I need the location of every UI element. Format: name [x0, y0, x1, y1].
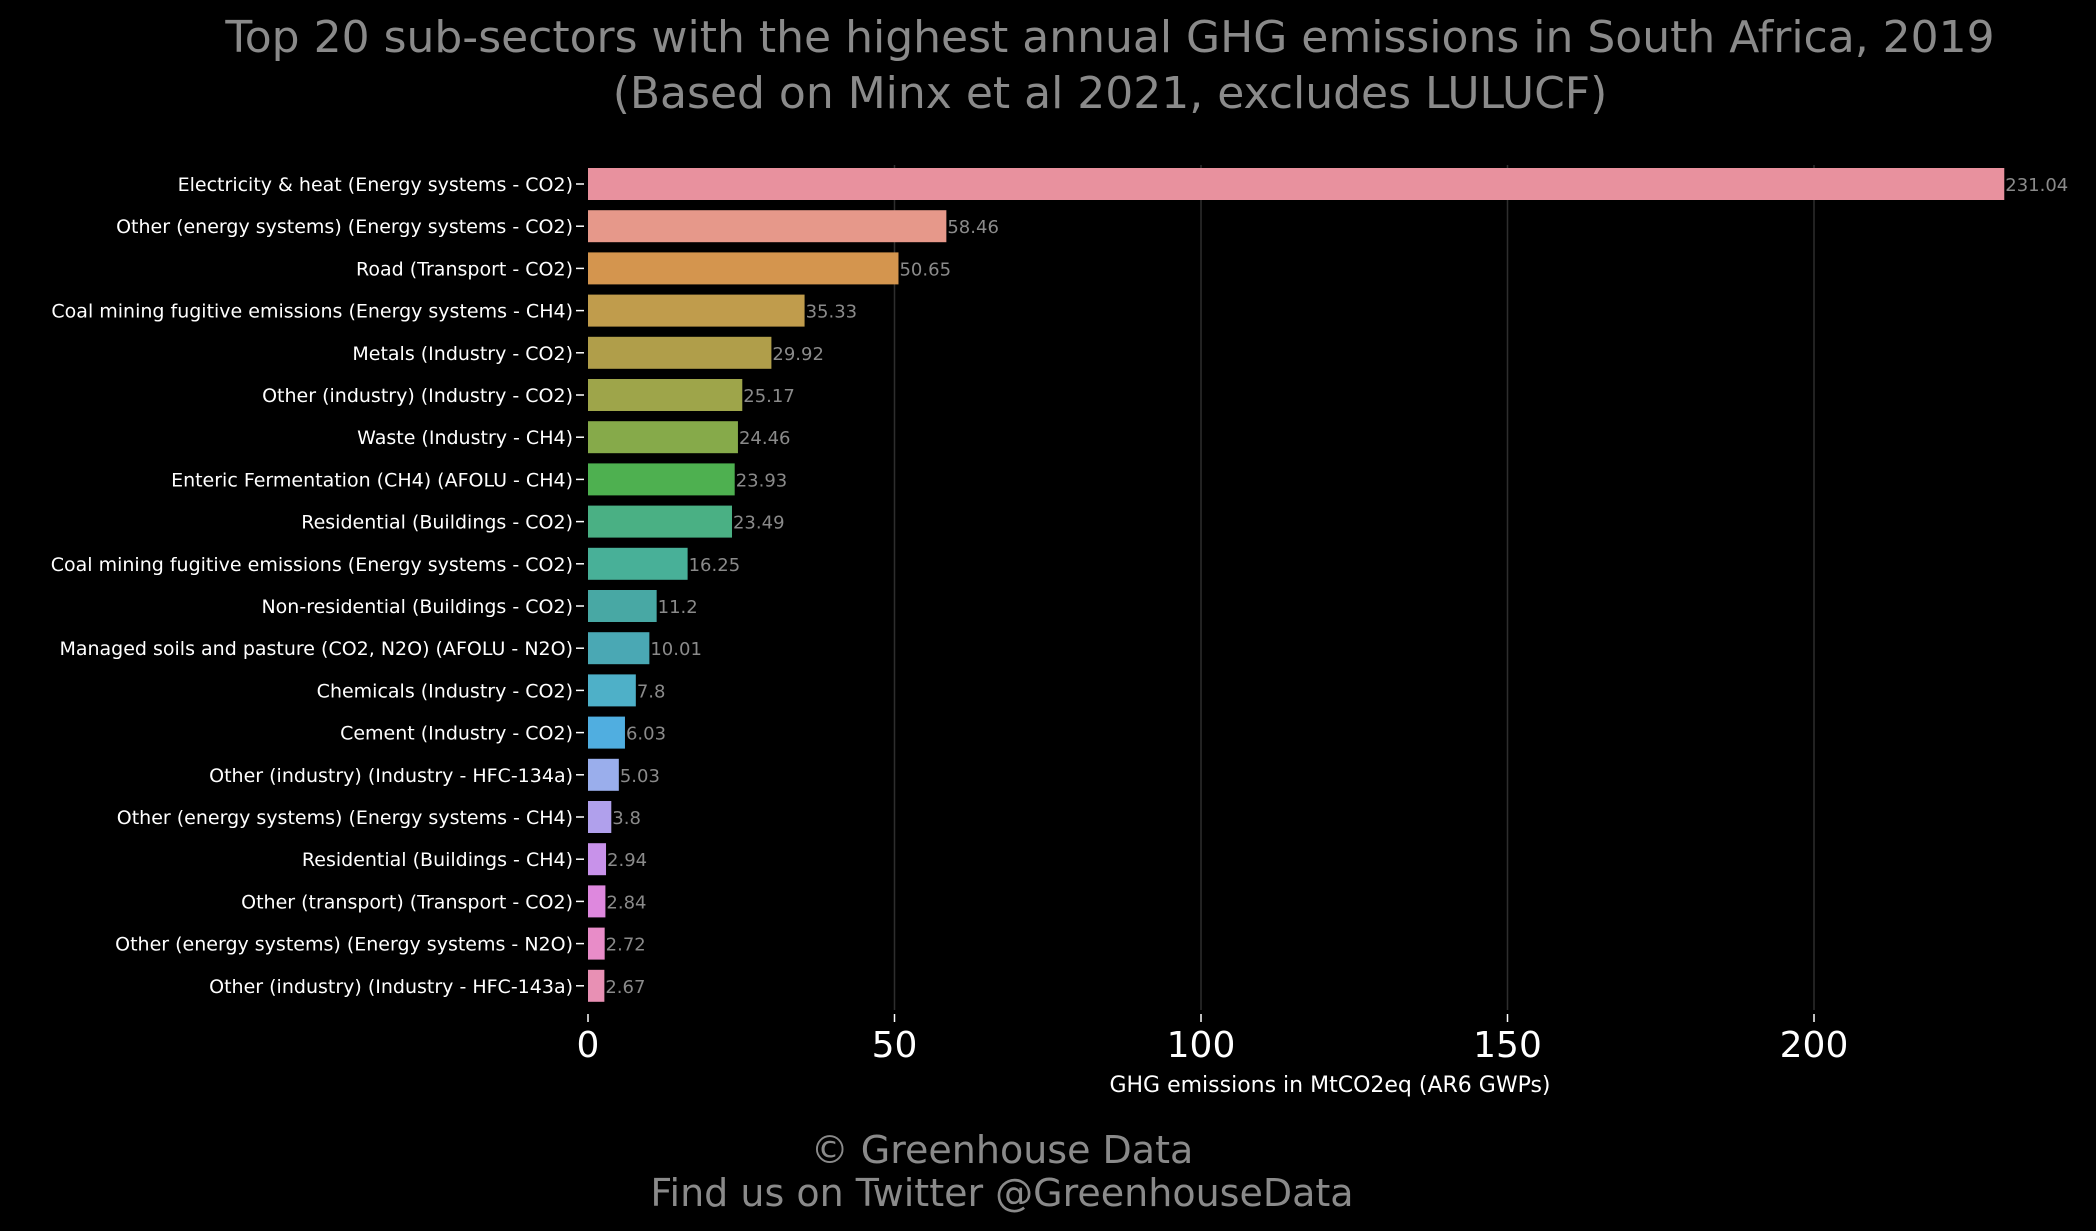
footer-twitter: Find us on Twitter @GreenhouseData [650, 1171, 1353, 1215]
category-label: Chemicals (Industry - CO2) [317, 680, 573, 702]
bar [588, 421, 738, 454]
value-label: 2.72 [606, 935, 646, 956]
value-label: 35.33 [806, 302, 858, 323]
x-axis-label: GHG emissions in MtCO2eq (AR6 GWPs) [1109, 1073, 1550, 1098]
bar [588, 168, 2005, 200]
bar [588, 547, 688, 580]
category-label: Electricity & heat (Energy systems - CO2… [178, 174, 573, 196]
bar [588, 336, 772, 369]
category-label: Other (industry) (Industry - HFC-134a) [209, 765, 573, 787]
gridlines [893, 165, 1815, 1010]
footer-copyright: © Greenhouse Data [811, 1128, 1194, 1172]
category-label: Coal mining fugitive emissions (Energy s… [51, 301, 573, 323]
category-label: Coal mining fugitive emissions (Energy s… [51, 554, 573, 576]
bar [588, 210, 947, 243]
category-label: Other (industry) (Industry - CO2) [262, 385, 573, 407]
category-label: Other (industry) (Industry - HFC-143a) [209, 976, 573, 998]
value-label: 23.93 [736, 470, 788, 491]
category-label: Other (energy systems) (Energy systems -… [116, 216, 573, 238]
value-label: 50.65 [899, 259, 951, 280]
category-label: Enteric Fermentation (CH4) (AFOLU - CH4) [171, 469, 573, 491]
bar [588, 758, 619, 791]
value-labels: 231.04 58.46 50.65 35.33 29.92 25.17 24.46 23.9… [605, 175, 2068, 998]
x-tick-label: 100 [1167, 1025, 1236, 1066]
category-label: Road (Transport - CO2) [356, 258, 573, 280]
bar [588, 885, 606, 918]
chart-title: Top 20 sub-sectors with the highest annu… [224, 12, 1994, 63]
value-label: 231.04 [2005, 175, 2068, 196]
bar [588, 463, 735, 496]
value-label: 6.03 [626, 724, 666, 745]
bar [588, 294, 805, 327]
value-label: 25.17 [743, 386, 795, 407]
bar [588, 801, 612, 833]
x-tick-label: 150 [1473, 1025, 1542, 1066]
value-label: 2.67 [605, 977, 645, 998]
value-label: 10.01 [650, 639, 702, 660]
category-label: Waste (Industry - CH4) [357, 427, 573, 449]
category-label: Other (energy systems) (Energy systems -… [117, 807, 573, 829]
category-label: Other (transport) (Transport - CO2) [241, 891, 573, 913]
bar [588, 632, 650, 665]
category-label: Non-residential (Buildings - CO2) [261, 596, 573, 618]
category-label: Cement (Industry - CO2) [340, 723, 573, 745]
bars [588, 168, 2005, 1002]
value-label: 7.8 [637, 681, 666, 702]
category-label: Metals (Industry - CO2) [352, 343, 573, 365]
value-label: 29.92 [772, 344, 824, 365]
value-label: 2.84 [606, 892, 646, 913]
value-label: 58.46 [947, 217, 999, 238]
bar [588, 843, 607, 876]
bar [588, 716, 625, 749]
x-tick-label: 0 [577, 1025, 600, 1066]
x-axis: 0 50 100 150 200 [577, 1014, 1849, 1066]
category-label: Other (energy systems) (Energy systems -… [115, 934, 573, 956]
x-tick-label: 200 [1780, 1025, 1849, 1066]
value-label: 16.25 [689, 555, 741, 576]
value-label: 23.49 [733, 513, 785, 534]
bar [588, 505, 732, 538]
value-label: 11.2 [658, 597, 698, 618]
chart-subtitle: (Based on Minx et al 2021, excludes LULU… [613, 68, 1608, 119]
bar [588, 252, 899, 285]
category-label: Managed soils and pasture (CO2, N2O) (AF… [59, 638, 573, 660]
value-label: 2.94 [607, 850, 647, 871]
bar [588, 927, 605, 960]
category-label: Residential (Buildings - CO2) [301, 512, 573, 534]
value-label: 24.46 [739, 428, 791, 449]
bar [588, 969, 605, 1002]
bar [588, 379, 743, 411]
value-label: 3.8 [612, 808, 641, 829]
x-tick-label: 50 [872, 1025, 918, 1066]
category-label: Residential (Buildings - CH4) [302, 849, 573, 871]
bar [588, 674, 636, 707]
value-label: 5.03 [620, 766, 660, 787]
category-labels: Electricity & heat (Energy systems - CO2… [51, 174, 584, 998]
bar [588, 590, 657, 622]
